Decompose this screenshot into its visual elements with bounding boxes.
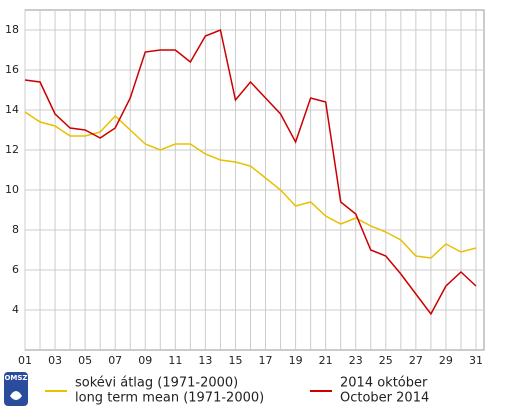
y-tick-label: 12	[5, 143, 19, 156]
x-tick-label: 07	[108, 354, 122, 367]
legend-label: sokévi átlag (1971-2000)	[75, 376, 238, 391]
y-tick-label: 16	[5, 63, 19, 76]
x-tick-label: 03	[48, 354, 62, 367]
y-tick-label: 10	[5, 183, 19, 196]
legend-label: 2014 október	[340, 376, 428, 391]
y-tick-label: 14	[5, 103, 19, 116]
logo: OMSZ	[4, 372, 28, 406]
x-tick-label: 21	[319, 354, 333, 367]
x-tick-label: 31	[469, 354, 483, 367]
y-tick-label: 4	[12, 303, 19, 316]
x-tick-label: 23	[349, 354, 363, 367]
y-tick-label: 18	[5, 23, 19, 36]
x-tick-label: 15	[228, 354, 242, 367]
x-tick-label: 27	[409, 354, 423, 367]
y-tick-label: 8	[12, 223, 19, 236]
x-tick-label: 01	[18, 354, 32, 367]
series-line	[24, 28, 477, 316]
x-tick-label: 25	[379, 354, 393, 367]
x-tick-label: 09	[138, 354, 152, 367]
legend-label-en: October 2014	[340, 391, 429, 406]
legend-label-en: long term mean (1971-2000)	[75, 391, 264, 406]
x-tick-label: 29	[439, 354, 453, 367]
plot-area	[24, 9, 485, 351]
series-line	[24, 111, 477, 259]
x-tick-label: 05	[78, 354, 92, 367]
logo-text: OMSZ	[4, 374, 27, 382]
y-tick-label: 6	[12, 263, 19, 276]
x-tick-label: 11	[168, 354, 182, 367]
x-tick-label: 19	[289, 354, 303, 367]
x-tick-label: 17	[259, 354, 273, 367]
logo-icon	[10, 391, 22, 400]
x-tick-label: 13	[198, 354, 212, 367]
logo-badge	[4, 372, 28, 406]
